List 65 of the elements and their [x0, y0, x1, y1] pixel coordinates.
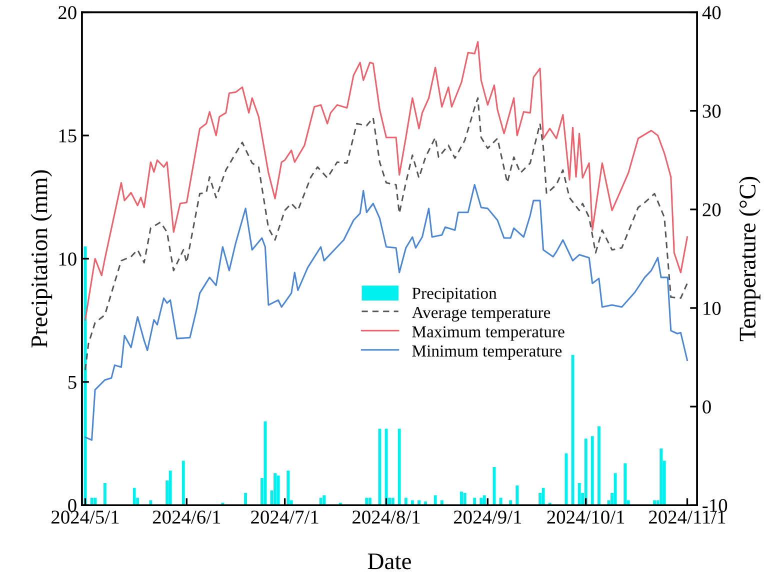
bar — [391, 498, 394, 506]
bar — [274, 473, 276, 506]
x-tick-label: 2024/5/1 — [52, 510, 119, 524]
y2-tick-label: 10 — [704, 302, 721, 315]
y-tick-label: 0 — [68, 498, 76, 512]
bar — [516, 485, 519, 506]
bar — [417, 500, 420, 506]
bar — [434, 495, 437, 506]
bar — [365, 498, 368, 506]
bar — [624, 463, 627, 506]
x-axis-title: Date — [368, 554, 411, 570]
bar — [319, 498, 322, 506]
y2-axis-title: Temperature (°C) — [738, 176, 760, 342]
line-series — [84, 41, 688, 321]
y2-tick-label: -10 — [702, 498, 728, 512]
bar — [378, 428, 382, 506]
legend-label: Average temperature — [412, 306, 550, 322]
bar — [132, 488, 136, 506]
bar — [597, 426, 600, 506]
line-series — [84, 97, 688, 371]
bar — [182, 460, 185, 506]
x-tick-label: 2024/6/1 — [152, 510, 220, 524]
y2-tick-label: 40 — [702, 6, 721, 20]
x-tick-label: 2024/11/1 — [649, 510, 726, 524]
y2-tick-label: 20 — [702, 203, 721, 216]
bar — [322, 495, 326, 506]
bar — [286, 470, 290, 506]
bar — [398, 428, 401, 506]
bar — [244, 492, 248, 506]
y-tick-label: 10 — [59, 252, 76, 266]
bar — [404, 498, 408, 506]
y-tick-label: 20 — [58, 6, 76, 20]
x-tick-label: 2024/7/1 — [251, 510, 318, 524]
bar — [590, 436, 594, 506]
bar — [168, 470, 172, 506]
y2-tick-label: 30 — [702, 104, 721, 118]
bar — [264, 421, 267, 506]
legend-label: Precipitation — [412, 288, 497, 302]
y-axis-title: Precipitation (mm) — [30, 170, 52, 348]
x-tick-label: 2024/10/1 — [547, 510, 624, 524]
bar — [584, 438, 588, 506]
bar — [440, 500, 444, 506]
bar — [653, 500, 656, 506]
bar — [94, 498, 97, 506]
bar — [103, 482, 106, 506]
bar — [460, 492, 463, 506]
bar — [509, 500, 512, 506]
legend-label: Minimum temperature — [412, 345, 562, 360]
bar — [660, 448, 663, 506]
x-tick-label: 2024/9/1 — [454, 510, 522, 524]
y-tick-label: 5 — [68, 376, 76, 389]
bar — [482, 495, 486, 506]
bar — [480, 498, 483, 506]
legend-label: Maximum temperature — [412, 326, 564, 341]
x-tick-label: 2024/8/1 — [352, 510, 420, 524]
y2-tick-label: 0 — [702, 400, 711, 414]
bar — [542, 488, 545, 506]
line-series — [84, 184, 688, 441]
bar — [492, 466, 496, 506]
bar — [410, 500, 414, 506]
bar — [564, 453, 568, 506]
bar — [149, 500, 152, 506]
bar — [473, 498, 476, 506]
bar — [368, 498, 372, 506]
y-tick-label: 15 — [59, 129, 76, 142]
